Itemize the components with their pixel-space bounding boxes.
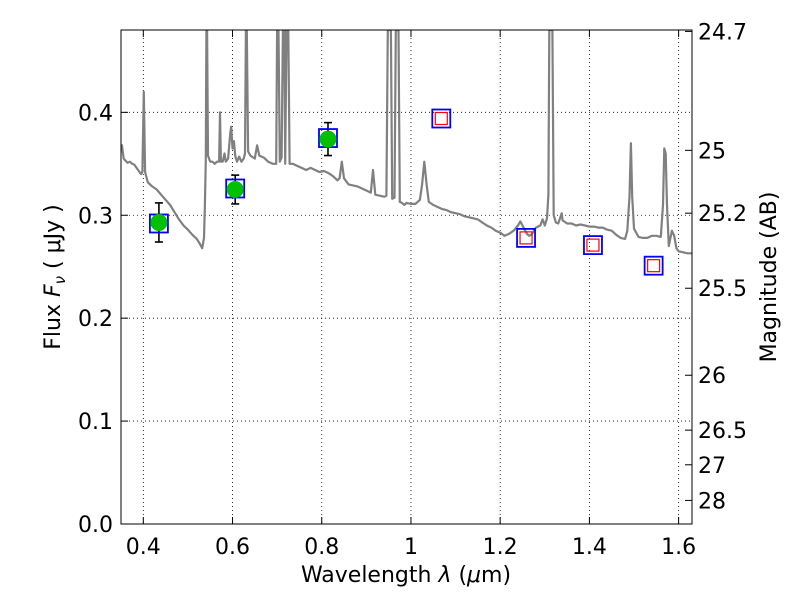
x-tick-label: 1 (404, 535, 418, 560)
x-tick-label: 1.4 (572, 535, 607, 560)
model-photometry-square (583, 235, 603, 255)
y-tick-label: 0.0 (78, 513, 113, 538)
detected-point (319, 130, 337, 148)
y2-tick-label: 27 (698, 454, 726, 479)
detected-point (226, 181, 244, 199)
y2-tick-label: 25.5 (698, 277, 747, 302)
x-axis-label: Wavelength λ (μm) (301, 563, 511, 588)
y2-tick-label: 25.2 (698, 202, 747, 227)
model-photometry-square (643, 255, 664, 276)
y2-tick-label: 26 (698, 364, 726, 389)
nondetection-square (586, 238, 600, 252)
nondetection-square (647, 259, 661, 273)
plot-frame (120, 29, 693, 525)
y-axis-label: Flux Fν ( μJy ) (41, 204, 69, 349)
y-tick-label: 0.2 (78, 307, 113, 332)
y2-tick-label: 28 (698, 489, 726, 514)
axis-ticks: 0.4 0.6 0.8 1 1.2 1.4 1.6 0.0 0.1 0.2 0.3 0.4 24.7 25… (78, 20, 747, 560)
model-photometry-square (516, 227, 536, 248)
y-tick-label: 0.3 (78, 204, 113, 229)
y-tick-label: 0.1 (78, 410, 113, 435)
x-tick-label: 0.4 (126, 535, 161, 560)
y2-tick-label: 24.7 (698, 20, 747, 45)
model-photometry-square (431, 108, 452, 129)
x-tick-label: 1.6 (661, 535, 696, 560)
nondetection-square (519, 231, 533, 245)
y-tick-label: 0.4 (78, 101, 113, 126)
y2-tick-label: 26.5 (698, 419, 747, 444)
x-tick-label: 0.8 (304, 535, 339, 560)
plot-area (121, 30, 692, 276)
model-spectrum-line (121, 30, 692, 255)
x-tick-label: 0.6 (215, 535, 250, 560)
detected-point (150, 213, 168, 231)
x-tick-label: 1.2 (483, 535, 518, 560)
y2-axis-label: Magnitude (AB) (757, 192, 782, 363)
nondetection-square (434, 111, 448, 126)
y2-tick-label: 25 (698, 139, 726, 164)
